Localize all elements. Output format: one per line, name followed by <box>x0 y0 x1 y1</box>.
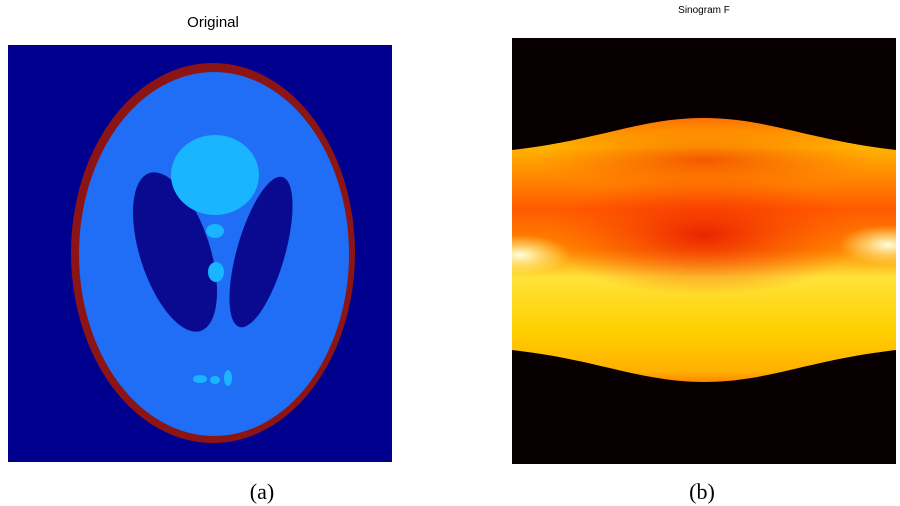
page: Original (a) Sinogram F (b) (() => { con… <box>0 0 900 506</box>
panel-caption: (b) <box>689 479 715 504</box>
phantom-image <box>8 45 392 462</box>
figure: Original (a) Sinogram F (b) <box>0 0 900 506</box>
panel-caption: (a) <box>250 479 274 504</box>
panel-title: Sinogram F <box>678 5 730 16</box>
sinogram-image <box>470 38 900 464</box>
panel-title: Original <box>187 14 239 31</box>
